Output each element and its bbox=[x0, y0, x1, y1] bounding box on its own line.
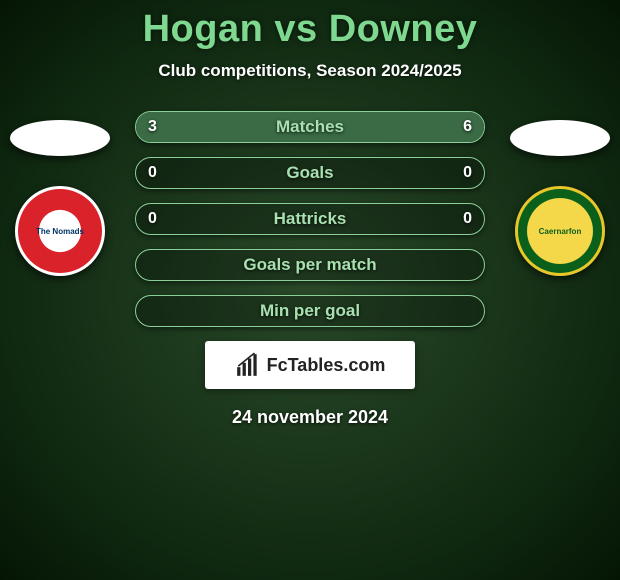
stat-value-left: 0 bbox=[148, 210, 157, 228]
right-club-label: Caernarfon bbox=[539, 227, 582, 236]
stat-value-right: 6 bbox=[463, 118, 472, 136]
stat-label: Goals per match bbox=[243, 255, 376, 275]
stats-container: 3 Matches 6 0 Goals 0 0 Hattricks 0 Goal… bbox=[135, 111, 485, 327]
right-club-badge: Caernarfon bbox=[515, 186, 605, 276]
subtitle: Club competitions, Season 2024/2025 bbox=[0, 61, 620, 81]
right-player-card: Caernarfon bbox=[505, 120, 615, 340]
stat-label: Min per goal bbox=[260, 301, 360, 321]
page-title: Hogan vs Downey bbox=[0, 0, 620, 51]
stat-label: Goals bbox=[286, 163, 333, 183]
stat-value-left: 3 bbox=[148, 118, 157, 136]
stat-value-right: 0 bbox=[463, 164, 472, 182]
stat-label: Matches bbox=[276, 117, 344, 137]
chart-icon bbox=[235, 352, 261, 378]
left-club-badge: The Nomads bbox=[15, 186, 105, 276]
date-text: 24 november 2024 bbox=[0, 407, 620, 428]
stat-value-left: 0 bbox=[148, 164, 157, 182]
watermark: FcTables.com bbox=[205, 341, 415, 389]
watermark-text: FcTables.com bbox=[267, 355, 386, 376]
right-player-avatar bbox=[510, 120, 610, 156]
stat-label: Hattricks bbox=[274, 209, 347, 229]
stat-row-goals: 0 Goals 0 bbox=[135, 157, 485, 189]
stat-row-gpm: Goals per match bbox=[135, 249, 485, 281]
left-club-label: The Nomads bbox=[36, 227, 84, 236]
left-player-card: The Nomads bbox=[5, 120, 115, 340]
stat-row-matches: 3 Matches 6 bbox=[135, 111, 485, 143]
left-player-avatar bbox=[10, 120, 110, 156]
stat-row-mpg: Min per goal bbox=[135, 295, 485, 327]
stat-row-hattricks: 0 Hattricks 0 bbox=[135, 203, 485, 235]
stat-value-right: 0 bbox=[463, 210, 472, 228]
